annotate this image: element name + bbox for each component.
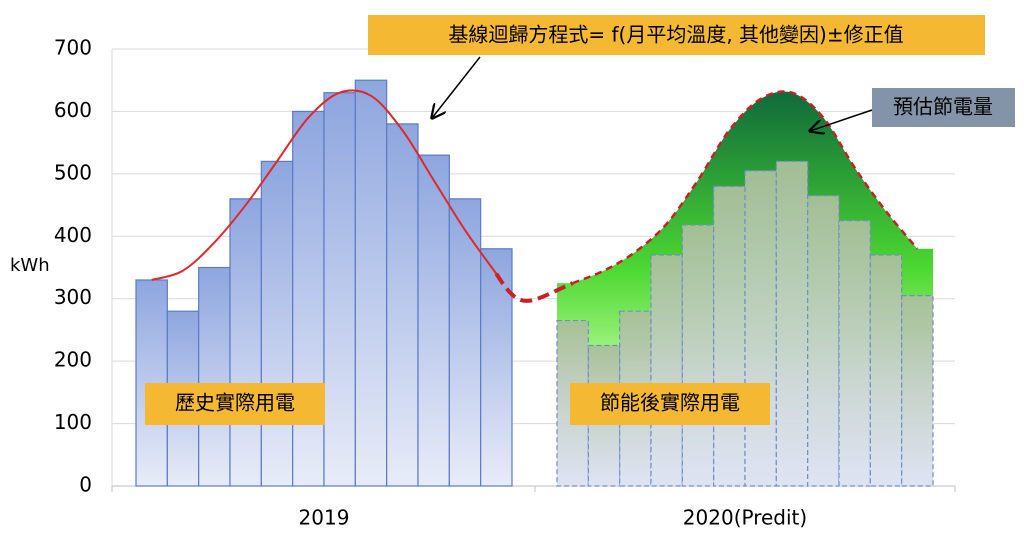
y-tick-label: 0	[79, 473, 92, 497]
bar	[713, 185, 746, 487]
annotation-box	[145, 383, 325, 425]
bar	[869, 254, 903, 487]
y-tick-label: 700	[54, 36, 92, 60]
annotation: 歷史實際用電	[175, 391, 295, 415]
connector	[494, 272, 574, 303]
y-tick-label: 300	[54, 285, 92, 309]
annotation: 節能後實際用電	[600, 391, 740, 415]
bar	[135, 279, 168, 487]
bar	[807, 195, 840, 487]
bar	[681, 224, 715, 487]
x-tick-label: 2020(Predit)	[683, 506, 807, 530]
bar	[198, 266, 231, 487]
annotation: 基線迴歸方程式= f(月平均溫度, 其他變因)±修正值	[448, 23, 903, 47]
annotation: 預估節電量	[893, 95, 993, 119]
bar	[323, 92, 356, 487]
bar	[838, 220, 871, 487]
y-tick-label: 200	[54, 348, 92, 372]
bar	[448, 198, 482, 487]
bar	[229, 198, 262, 487]
arrow	[810, 109, 873, 131]
bar	[744, 170, 777, 487]
bar	[901, 294, 934, 487]
bar	[417, 154, 450, 487]
bar	[260, 160, 294, 487]
bar	[292, 110, 325, 487]
baseline-curve	[151, 89, 498, 281]
y-tick-label: 400	[54, 223, 92, 247]
bar	[480, 248, 513, 487]
y-tick-label: 600	[54, 98, 92, 122]
bar	[650, 254, 683, 487]
y-tick-label: 500	[54, 160, 92, 184]
bar	[354, 79, 388, 487]
bar	[386, 123, 419, 487]
annotation-box	[368, 15, 985, 55]
arrow	[432, 56, 481, 118]
annotation-box	[872, 88, 1015, 127]
annotation-box	[570, 383, 770, 425]
y-tick-label: 100	[54, 410, 92, 434]
y-axis-label: kWh	[10, 255, 50, 276]
bar	[775, 160, 809, 487]
x-tick-label: 2019	[299, 506, 350, 530]
